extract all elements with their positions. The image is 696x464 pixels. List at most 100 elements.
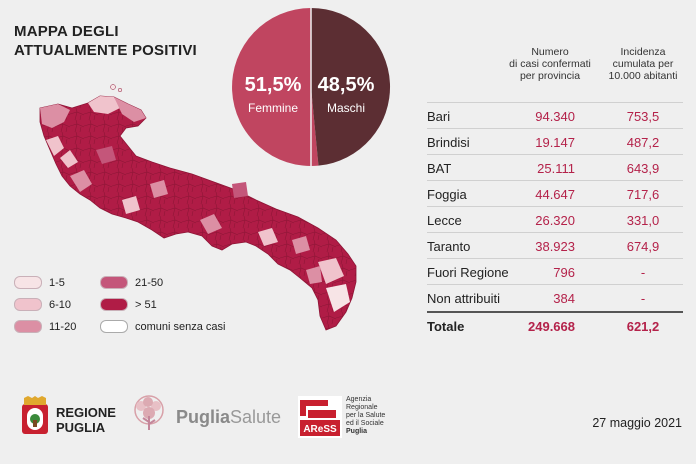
legend-swatch — [100, 298, 128, 311]
island-tremiti — [110, 84, 116, 90]
header-incidence: Incidenza cumulata per 10.000 abitanti — [603, 46, 683, 82]
male-slice — [311, 7, 391, 166]
area-light-14 — [306, 266, 322, 284]
region-shape — [39, 95, 357, 331]
area-light-15 — [232, 182, 248, 198]
salute-word: Salute — [230, 407, 282, 427]
area-light-8 — [150, 180, 168, 198]
female-percent: 51,5% — [244, 74, 302, 96]
province-name: Non attribuiti — [427, 291, 500, 306]
cases-value: 94.340 — [535, 109, 575, 124]
total-label: Totale — [427, 319, 465, 334]
aress-line: Regionale — [346, 404, 378, 411]
province-name: Taranto — [427, 239, 471, 254]
area-light-10 — [258, 228, 278, 246]
legend-label: comuni senza casi — [135, 320, 226, 333]
table-total-row: Totale 249.668 621,2 — [427, 311, 683, 338]
title-line-2: ATTUALMENTE POSITIVI — [14, 42, 197, 59]
male-label: Maschi — [326, 101, 365, 115]
legend-item-21-50: 21-50 — [100, 276, 163, 289]
province-name: Foggia — [427, 187, 467, 202]
aress-mark-text: AReSS — [303, 424, 337, 435]
province-name: Brindisi — [427, 135, 470, 150]
aress-logo-icon: AReSS — [298, 396, 342, 438]
area-light-12 — [318, 258, 344, 284]
page-title: MAPPA DEGLI ATTUALMENTE POSITIVI — [14, 22, 197, 60]
legend-label: 1-5 — [49, 276, 65, 289]
legend-item-6-10: 6-10 — [14, 298, 71, 311]
incidence-value: 643,9 — [626, 161, 660, 176]
incidence-value: 717,6 — [626, 187, 660, 202]
legend-swatch — [14, 320, 42, 333]
female-label: Femmine — [247, 101, 298, 115]
title-line-1: MAPPA DEGLI — [14, 23, 119, 40]
regione-line-2: PUGLIA — [56, 420, 106, 435]
area-light-4 — [46, 136, 64, 156]
legend-label: 11-20 — [49, 320, 77, 333]
area-light-5 — [70, 170, 92, 192]
area-light-9 — [200, 214, 222, 234]
male-stat: 48,5% Maschi — [312, 74, 380, 115]
legend-label: 6-10 — [49, 298, 72, 311]
header-line: Incidenza — [620, 46, 666, 58]
report-date: 27 maggio 2021 — [592, 416, 682, 430]
table-row: Lecce 26.320 331,0 — [427, 206, 683, 232]
female-slice — [232, 8, 319, 166]
aress-text: Agenzia Regionale per la Salute ed il So… — [346, 396, 385, 436]
header-line: 10.000 abitanti — [608, 70, 678, 82]
legend-swatch — [14, 298, 42, 311]
province-name: Lecce — [427, 213, 462, 228]
female-stat: 51,5% Femmine — [238, 74, 308, 115]
aress-line: Puglia — [346, 428, 368, 435]
table-row: Brindisi 19.147 487,2 — [427, 128, 683, 154]
legend-item-over-51: > 51 — [100, 298, 157, 311]
legend-swatch — [14, 276, 42, 289]
cases-value: 44.647 — [535, 187, 575, 202]
incidence-value: 487,2 — [626, 135, 660, 150]
cases-value: 38.923 — [535, 239, 575, 254]
regione-line-1: REGIONE — [56, 405, 116, 420]
cases-value: 25.111 — [537, 161, 575, 176]
province-name: Bari — [427, 109, 451, 124]
incidence-value: - — [640, 291, 646, 306]
aress-line: Agenzia — [346, 396, 372, 403]
legend-label: 21-50 — [135, 276, 164, 289]
cases-value: 384 — [553, 291, 575, 306]
aress-line: ed il Sociale — [346, 420, 384, 427]
regione-puglia-logo: REGIONE PUGLIA — [56, 405, 116, 435]
area-light-3 — [114, 97, 146, 122]
cases-value: 19.147 — [535, 135, 575, 150]
table-row: Non attribuiti 384 - — [427, 284, 683, 310]
legend-swatch — [100, 276, 128, 289]
table-row: Taranto 38.923 674,9 — [427, 232, 683, 258]
incidence-value: - — [640, 265, 646, 280]
legend-swatch — [100, 320, 128, 333]
header-cases: Numero di casi confermati per provincia — [500, 46, 600, 82]
area-light-1 — [40, 104, 70, 128]
table-row: Fuori Regione 796 - — [427, 258, 683, 284]
table-row: Foggia 44.647 717,6 — [427, 180, 683, 206]
header-line: Numero — [531, 46, 569, 58]
incidence-value: 674,9 — [626, 239, 660, 254]
cases-value: 796 — [553, 265, 575, 280]
table-row: BAT 25.111 643,9 — [427, 154, 683, 180]
island-tremiti-2 — [117, 87, 123, 93]
incidence-value: 753,5 — [626, 109, 660, 124]
area-light-2 — [88, 96, 120, 114]
aress-line: per la Salute — [346, 412, 386, 419]
cases-value: 26.320 — [535, 213, 575, 228]
male-percent: 48,5% — [317, 74, 375, 96]
legend-label: > 51 — [135, 298, 157, 311]
puglia-word: Puglia — [176, 407, 231, 427]
legend-item-1-5: 1-5 — [14, 276, 65, 289]
area-light-7 — [122, 196, 140, 214]
header-line: per provincia — [519, 70, 581, 82]
area-light-6 — [96, 146, 116, 164]
province-name: Fuori Regione — [427, 265, 509, 280]
total-cases: 249.668 — [528, 319, 575, 334]
area-light-16 — [60, 150, 78, 168]
header-line: cumulata per — [612, 58, 674, 70]
area-light-13 — [326, 284, 350, 312]
